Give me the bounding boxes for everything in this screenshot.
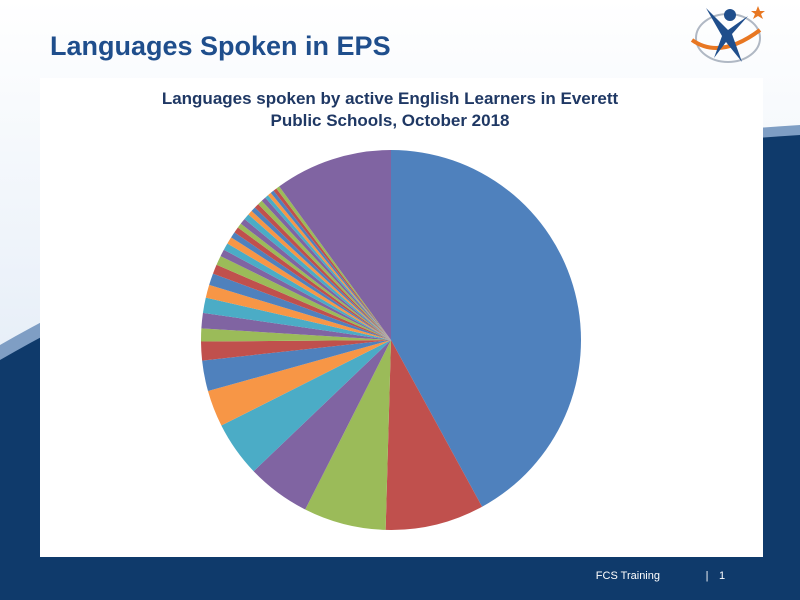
pie-slice	[258, 200, 391, 340]
pie-slice	[234, 227, 391, 340]
pie-slice	[276, 186, 391, 340]
pie-slice	[201, 328, 391, 342]
pie-slice	[267, 192, 391, 340]
chart-title: Languages spoken by active English Learn…	[161, 89, 619, 130]
pie-slice	[248, 210, 391, 340]
pie-slice	[265, 195, 391, 340]
pie-slice	[220, 249, 391, 340]
pie	[201, 150, 581, 530]
pie-slice	[253, 340, 391, 510]
footer-page: 1	[719, 570, 725, 582]
pie-slice	[305, 340, 391, 530]
pie-slice	[209, 273, 391, 340]
pie-slice	[273, 188, 391, 340]
pie-slice	[279, 150, 391, 340]
pie-slice	[231, 232, 391, 340]
pie-slice	[237, 223, 391, 340]
pie-slice	[270, 190, 391, 340]
pie-slice	[207, 340, 391, 426]
pie-slice	[201, 340, 391, 361]
pie-slice	[227, 237, 391, 340]
pie-slice	[202, 297, 391, 340]
pie-slice	[216, 256, 391, 340]
chart-title-box: Languages spoken by active English Learn…	[161, 89, 619, 130]
slide-title: Languages Spoken in EPS	[50, 31, 391, 61]
pie-slice	[240, 219, 391, 340]
pie-slice	[391, 150, 581, 507]
logo	[690, 6, 765, 63]
pie-slice	[223, 243, 391, 340]
pie-slice	[202, 340, 391, 392]
pie-slice	[261, 197, 391, 340]
footer-label: FCS Training	[596, 570, 660, 582]
footer-separator: |	[706, 570, 709, 582]
pie-slice	[205, 284, 391, 340]
pie-slice	[251, 207, 391, 340]
pie-slice	[212, 264, 391, 340]
pie-slice	[385, 340, 483, 530]
pie-slice	[221, 340, 391, 472]
pie-slice	[201, 312, 391, 340]
pie-slice	[244, 214, 391, 340]
pie-slice	[254, 204, 391, 340]
